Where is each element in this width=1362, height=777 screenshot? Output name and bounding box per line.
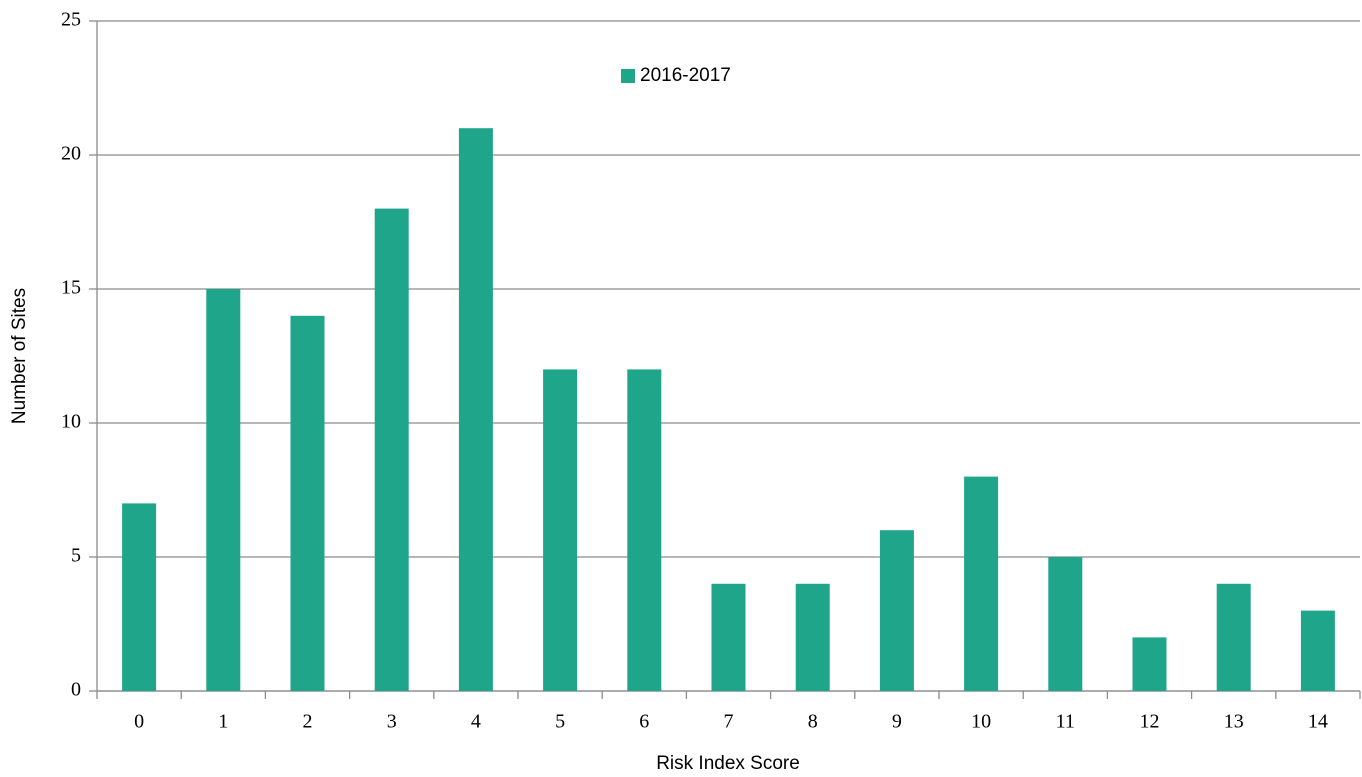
bar [1300,610,1335,691]
y-tick-label: 25 [61,9,81,31]
bar [795,583,830,691]
x-tick-label: 5 [555,711,565,733]
x-tick-label: 10 [971,711,991,733]
x-tick-label: 8 [808,711,818,733]
x-tick-label: 11 [1056,711,1075,733]
y-tick-label: 5 [71,545,81,567]
bar [290,315,325,691]
bar [964,476,999,691]
legend-label: 2016-2017 [640,65,731,86]
y-tick-label: 0 [71,679,81,701]
x-tick-label: 3 [387,711,397,733]
bar [879,530,914,691]
bar [1132,637,1167,691]
legend-swatch [621,69,635,83]
bar [122,503,157,691]
x-tick-label: 0 [134,711,144,733]
y-tick-label: 15 [61,277,81,299]
x-tick-label: 14 [1308,711,1328,733]
x-tick-label: 13 [1224,711,1244,733]
bar [1048,557,1083,691]
x-tick-label: 12 [1140,711,1160,733]
bar [627,369,662,691]
x-axis-label: Risk Index Score [656,753,800,774]
x-tick-label: 1 [218,711,228,733]
bar [711,583,746,691]
x-tick-label: 6 [639,711,649,733]
x-tick-label: 4 [471,711,481,733]
x-tick-label: 2 [303,711,313,733]
x-tick-label: 9 [892,711,902,733]
y-tick-label: 10 [61,411,81,433]
bar [374,208,409,691]
bar [543,369,578,691]
bar [458,128,493,691]
y-tick-label: 20 [61,143,81,165]
y-axis-label: Number of Sites [9,288,30,424]
bar [206,289,241,691]
bar [1216,583,1251,691]
x-tick-label: 7 [724,711,734,733]
